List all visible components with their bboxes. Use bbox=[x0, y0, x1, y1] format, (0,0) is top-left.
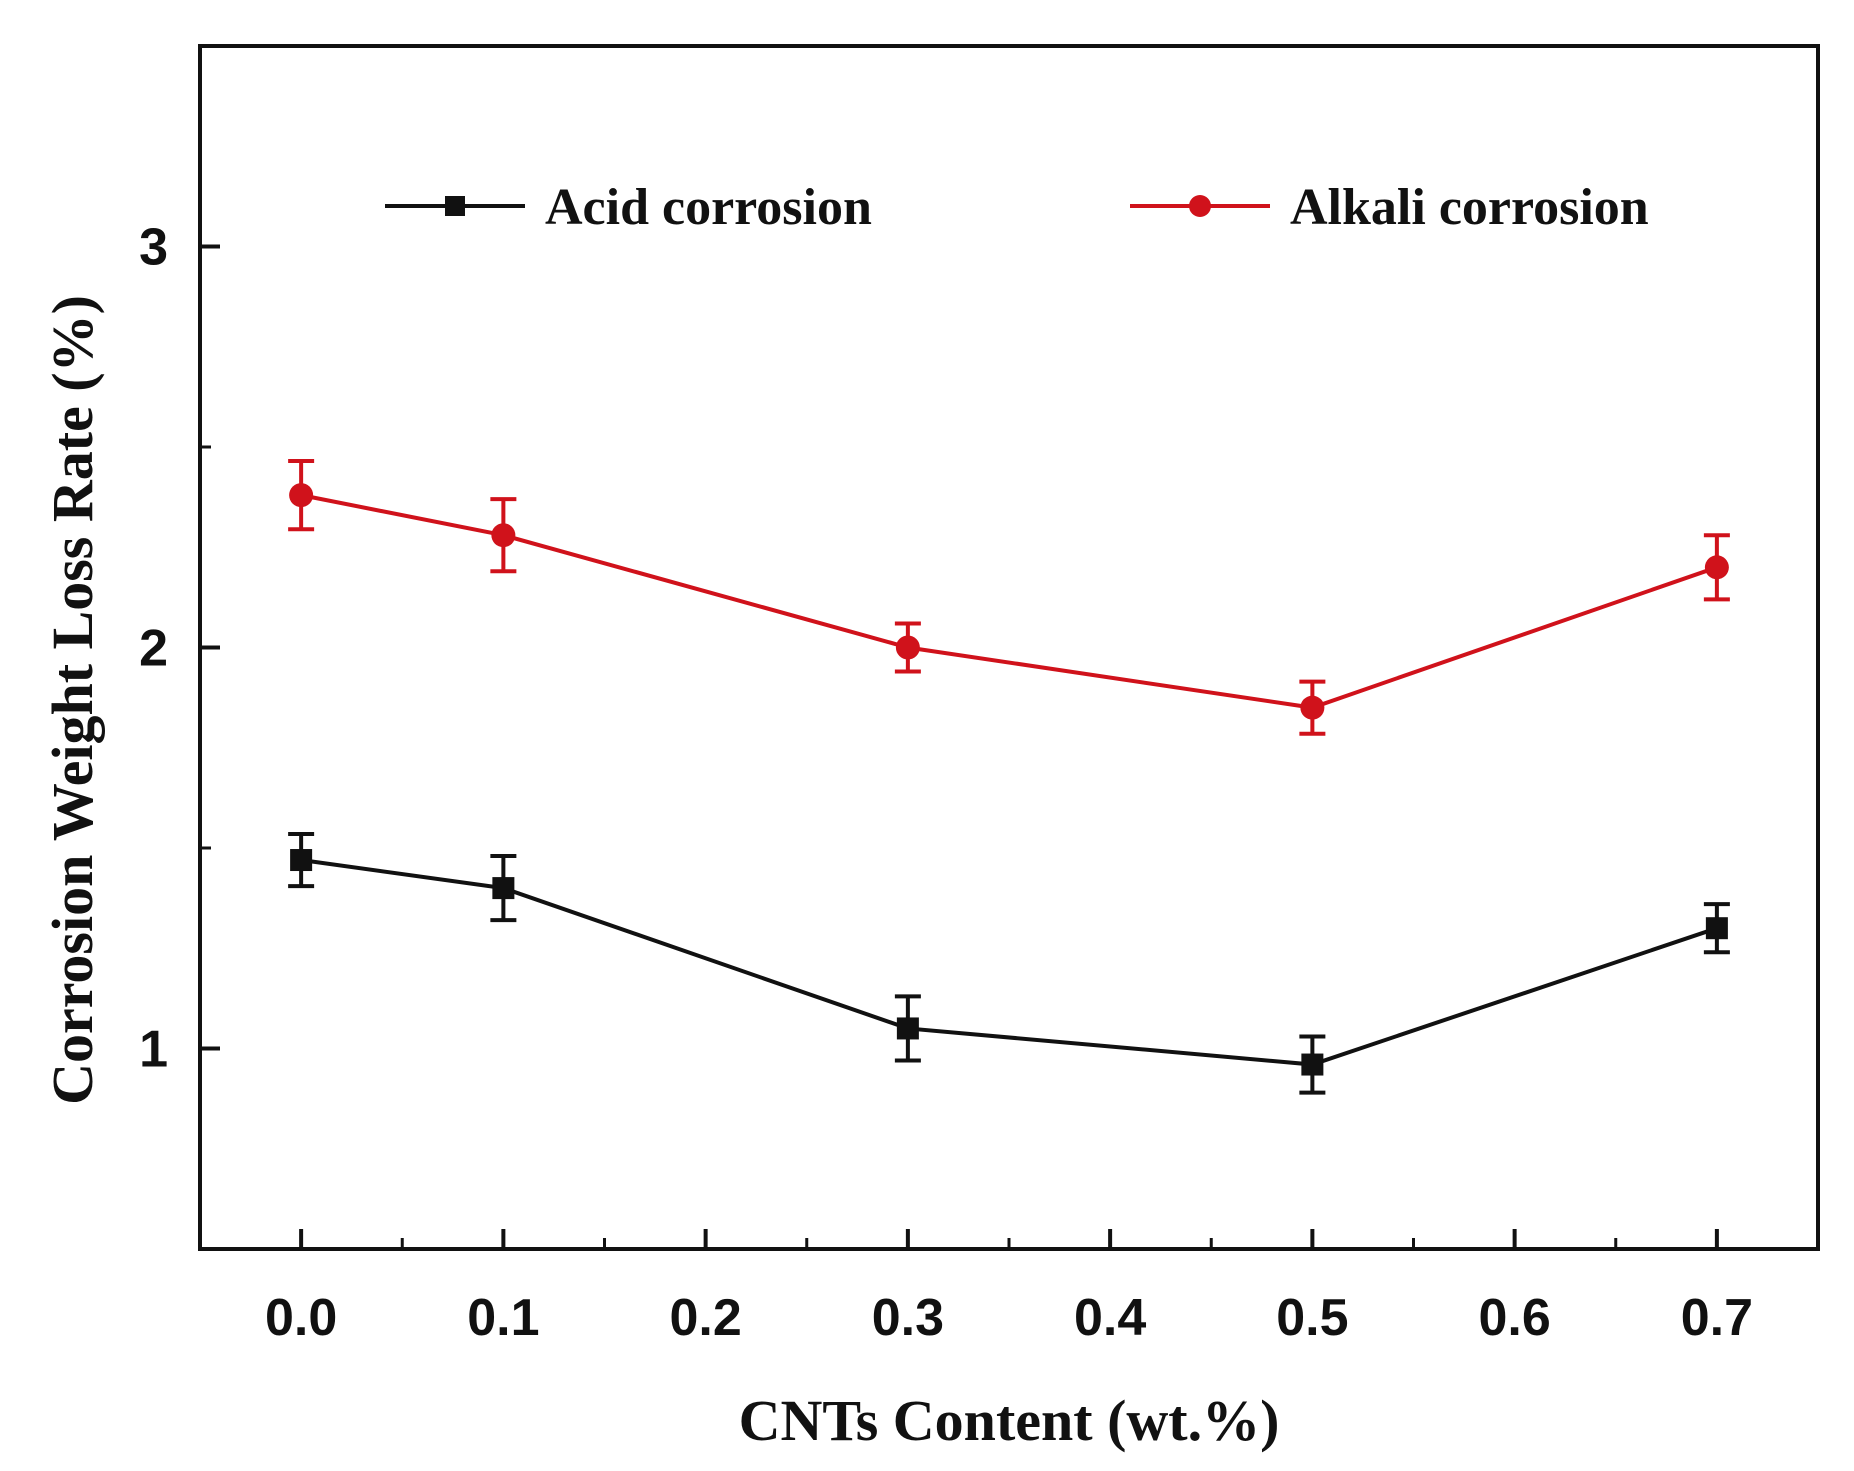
y-tick-label-0: 1 bbox=[139, 1021, 168, 1079]
data-point bbox=[1705, 917, 1728, 940]
legend-item-0: Acid corrosion bbox=[385, 179, 872, 236]
data-point bbox=[1300, 695, 1325, 720]
y-tick-label-2: 3 bbox=[139, 219, 168, 277]
legend-label-1: Alkali corrosion bbox=[1290, 179, 1649, 236]
x-tick-label-1: 0.1 bbox=[467, 1289, 539, 1347]
x-axis: 0.0 0.1 0.2 0.3 0.4 0.5 0.6 0.7 bbox=[265, 1229, 1753, 1347]
x-tick-label-0: 0.0 bbox=[265, 1289, 337, 1347]
data-point bbox=[491, 523, 516, 548]
legend-item-1: Alkali corrosion bbox=[1130, 179, 1649, 236]
data-point bbox=[290, 849, 313, 872]
data-point bbox=[1704, 555, 1729, 580]
data-point bbox=[289, 483, 314, 508]
x-tick-label-7: 0.7 bbox=[1681, 1289, 1753, 1347]
legend-marker-square bbox=[445, 196, 465, 216]
legend-label-0: Acid corrosion bbox=[545, 179, 872, 236]
legend-marker-circle bbox=[1189, 195, 1211, 217]
x-tick-label-4: 0.4 bbox=[1074, 1289, 1146, 1347]
x-tick-label-3: 0.3 bbox=[872, 1289, 944, 1347]
series-line-1 bbox=[300, 493, 1718, 710]
x-tick-label-5: 0.5 bbox=[1276, 1289, 1348, 1347]
series-1 bbox=[288, 459, 1730, 736]
y-axis-title: Corrosion Weight Loss Rate (%) bbox=[40, 295, 105, 1105]
x-axis-title: CNTs Content (wt.%) bbox=[739, 1388, 1280, 1453]
data-point bbox=[896, 1017, 919, 1040]
series-0 bbox=[288, 831, 1730, 1095]
legend: Acid corrosion Alkali corrosion bbox=[385, 179, 1649, 236]
series-layer bbox=[288, 459, 1730, 1095]
data-point bbox=[492, 877, 515, 900]
y-tick-label-1: 2 bbox=[139, 620, 168, 678]
data-point bbox=[895, 635, 920, 660]
x-tick-label-2: 0.2 bbox=[669, 1289, 741, 1347]
x-tick-label-6: 0.6 bbox=[1478, 1289, 1550, 1347]
y-axis: 1 2 3 bbox=[139, 44, 220, 1251]
data-point bbox=[1301, 1053, 1324, 1076]
